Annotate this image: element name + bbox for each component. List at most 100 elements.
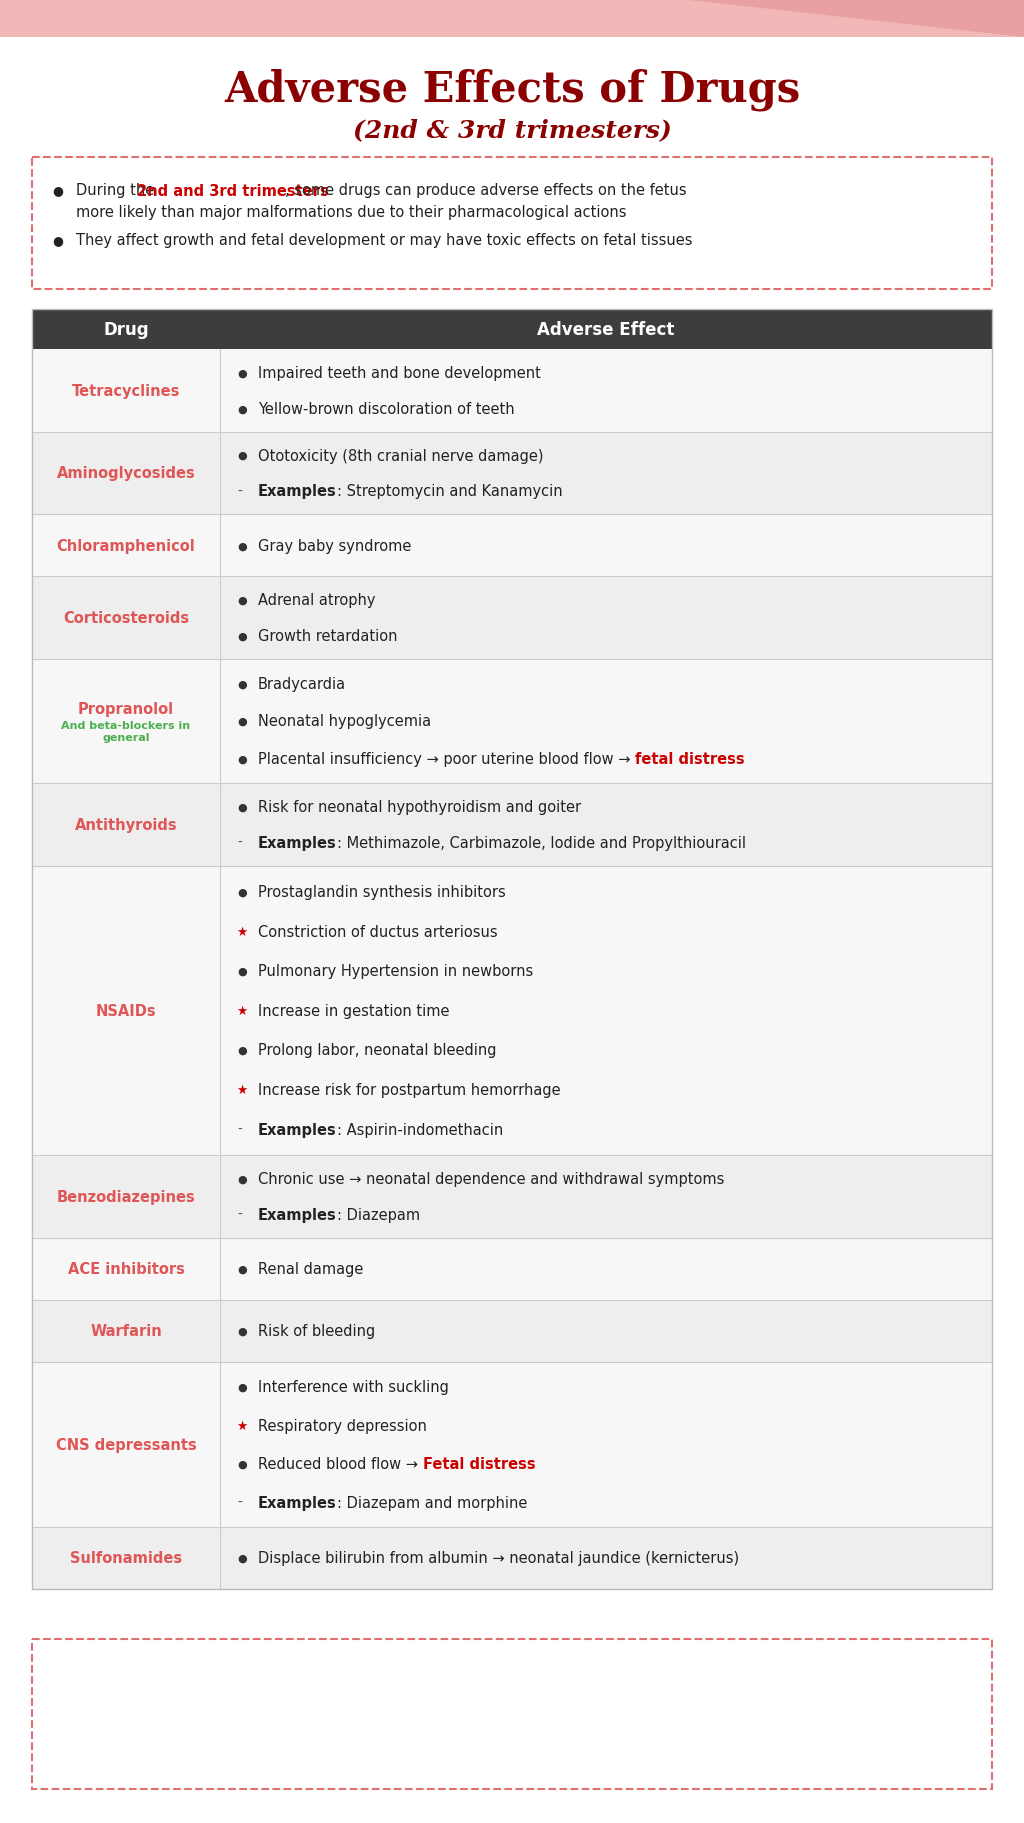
Text: -: -: [238, 485, 243, 500]
Text: ★: ★: [237, 1418, 248, 1431]
Text: ★: ★: [237, 1083, 248, 1096]
Text: : Aspirin-indomethacin: : Aspirin-indomethacin: [337, 1123, 503, 1138]
Text: ●: ●: [238, 1325, 247, 1336]
Text: Aminoglycosides: Aminoglycosides: [56, 467, 196, 481]
Text: Examples: Examples: [258, 1207, 337, 1221]
Text: : Streptomycin and Kanamycin: : Streptomycin and Kanamycin: [337, 485, 562, 500]
Text: , some drugs can produce adverse effects on the fetus: , some drugs can produce adverse effects…: [285, 184, 687, 199]
Text: ●: ●: [238, 541, 247, 551]
Bar: [32, 516, 992, 578]
Text: Examples: Examples: [258, 835, 337, 850]
Text: ●: ●: [238, 1263, 247, 1274]
Text: ●: ●: [52, 184, 63, 197]
Bar: [32, 578, 992, 660]
Text: Examples: Examples: [258, 1123, 337, 1138]
Bar: [32, 1300, 992, 1362]
Text: ●: ●: [238, 678, 247, 689]
Text: Prolong labor, neonatal bleeding: Prolong labor, neonatal bleeding: [258, 1043, 497, 1057]
Text: : Diazepam and morphine: : Diazepam and morphine: [337, 1495, 527, 1509]
Text: ★: ★: [237, 1004, 248, 1017]
Text: And beta-blockers in
general: And beta-blockers in general: [61, 720, 190, 742]
Text: Benzodiazepines: Benzodiazepines: [56, 1189, 196, 1205]
Text: Examples: Examples: [258, 1495, 337, 1509]
Text: Renal damage: Renal damage: [258, 1262, 364, 1276]
Text: ●: ●: [238, 802, 247, 811]
Bar: [32, 350, 992, 432]
Text: ●: ●: [238, 1553, 247, 1562]
Text: : Diazepam: : Diazepam: [337, 1207, 420, 1221]
Text: Adverse Effects of Drugs: Adverse Effects of Drugs: [224, 69, 800, 111]
Text: ●: ●: [238, 755, 247, 764]
Text: (2nd & 3rd trimesters): (2nd & 3rd trimesters): [352, 118, 672, 142]
Text: Constriction of ductus arteriosus: Constriction of ductus arteriosus: [258, 924, 498, 939]
Text: Displace bilirubin from albumin → neonatal jaundice (kernicterus): Displace bilirubin from albumin → neonat…: [258, 1551, 739, 1566]
Bar: [32, 310, 992, 1590]
Text: ●: ●: [238, 368, 247, 377]
Text: Ototoxicity (8th cranial nerve damage): Ototoxicity (8th cranial nerve damage): [258, 448, 544, 463]
Text: Interference with suckling: Interference with suckling: [258, 1380, 449, 1395]
Text: ●: ●: [238, 1458, 247, 1469]
Bar: [32, 310, 992, 350]
Text: Neonatal hypoglycemia: Neonatal hypoglycemia: [258, 715, 431, 729]
Text: Chloramphenicol: Chloramphenicol: [56, 538, 196, 554]
Text: -: -: [238, 1207, 243, 1221]
Text: fetal distress: fetal distress: [635, 751, 744, 767]
Text: CNS depressants: CNS depressants: [55, 1437, 197, 1453]
Text: ●: ●: [238, 716, 247, 727]
Text: Pulmonary Hypertension in newborns: Pulmonary Hypertension in newborns: [258, 964, 534, 979]
Text: Corticosteroids: Corticosteroids: [62, 611, 189, 625]
Text: ●: ●: [52, 235, 63, 248]
Text: Risk for neonatal hypothyroidism and goiter: Risk for neonatal hypothyroidism and goi…: [258, 800, 582, 815]
Text: They affect growth and fetal development or may have toxic effects on fetal tiss: They affect growth and fetal development…: [76, 233, 692, 248]
Text: ●: ●: [238, 596, 247, 605]
Text: ●: ●: [238, 1382, 247, 1393]
Bar: [32, 866, 992, 1156]
Text: : Methimazole, Carbimazole, Iodide and Propylthiouracil: : Methimazole, Carbimazole, Iodide and P…: [337, 835, 745, 850]
Text: During the: During the: [76, 184, 159, 199]
Text: Reduced blood flow →: Reduced blood flow →: [258, 1457, 423, 1471]
Text: ●: ●: [238, 1174, 247, 1183]
Text: ACE inhibitors: ACE inhibitors: [68, 1262, 184, 1276]
Text: Tetracyclines: Tetracyclines: [72, 383, 180, 399]
Polygon shape: [680, 0, 1024, 38]
Text: Warfarin: Warfarin: [90, 1323, 162, 1338]
Text: Increase in gestation time: Increase in gestation time: [258, 1003, 450, 1019]
Text: Bradycardia: Bradycardia: [258, 676, 346, 691]
Text: ●: ●: [238, 888, 247, 897]
Text: Propranolol: Propranolol: [78, 702, 174, 716]
Text: Respiratory depression: Respiratory depression: [258, 1418, 427, 1433]
Text: Impaired teeth and bone development: Impaired teeth and bone development: [258, 366, 541, 381]
Text: Examples: Examples: [258, 485, 337, 500]
Text: NSAIDs: NSAIDs: [95, 1003, 157, 1019]
Bar: [32, 1528, 992, 1590]
Bar: [32, 159, 992, 290]
Text: Risk of bleeding: Risk of bleeding: [258, 1323, 375, 1338]
Bar: [32, 432, 992, 516]
Text: Adverse Effect: Adverse Effect: [538, 321, 675, 339]
Bar: [32, 1362, 992, 1528]
Text: -: -: [238, 1495, 243, 1509]
Text: -: -: [238, 1123, 243, 1136]
Text: ●: ●: [238, 405, 247, 414]
Bar: [32, 1238, 992, 1300]
Text: Yellow-brown discoloration of teeth: Yellow-brown discoloration of teeth: [258, 401, 515, 417]
Bar: [32, 1156, 992, 1238]
Text: Placental insufficiency → poor uterine blood flow →: Placental insufficiency → poor uterine b…: [258, 751, 635, 767]
Text: ★: ★: [237, 924, 248, 939]
Text: Prostaglandin synthesis inhibitors: Prostaglandin synthesis inhibitors: [258, 884, 506, 899]
Bar: [32, 1639, 992, 1788]
Text: Antithyroids: Antithyroids: [75, 817, 177, 833]
Text: ●: ●: [238, 631, 247, 642]
Text: Chronic use → neonatal dependence and withdrawal symptoms: Chronic use → neonatal dependence and wi…: [258, 1170, 724, 1187]
Bar: [32, 660, 992, 784]
Bar: [0, 0, 1024, 38]
Text: Fetal distress: Fetal distress: [423, 1457, 536, 1471]
Text: Growth retardation: Growth retardation: [258, 629, 397, 644]
Text: -: -: [238, 837, 243, 850]
Text: Gray baby syndrome: Gray baby syndrome: [258, 538, 412, 554]
Text: Adrenal atrophy: Adrenal atrophy: [258, 592, 376, 607]
Text: Sulfonamides: Sulfonamides: [70, 1551, 182, 1566]
Text: ●: ●: [238, 966, 247, 975]
Text: more likely than major malformations due to their pharmacological actions: more likely than major malformations due…: [76, 206, 627, 221]
Text: 2nd and 3rd trimesters: 2nd and 3rd trimesters: [137, 184, 329, 199]
